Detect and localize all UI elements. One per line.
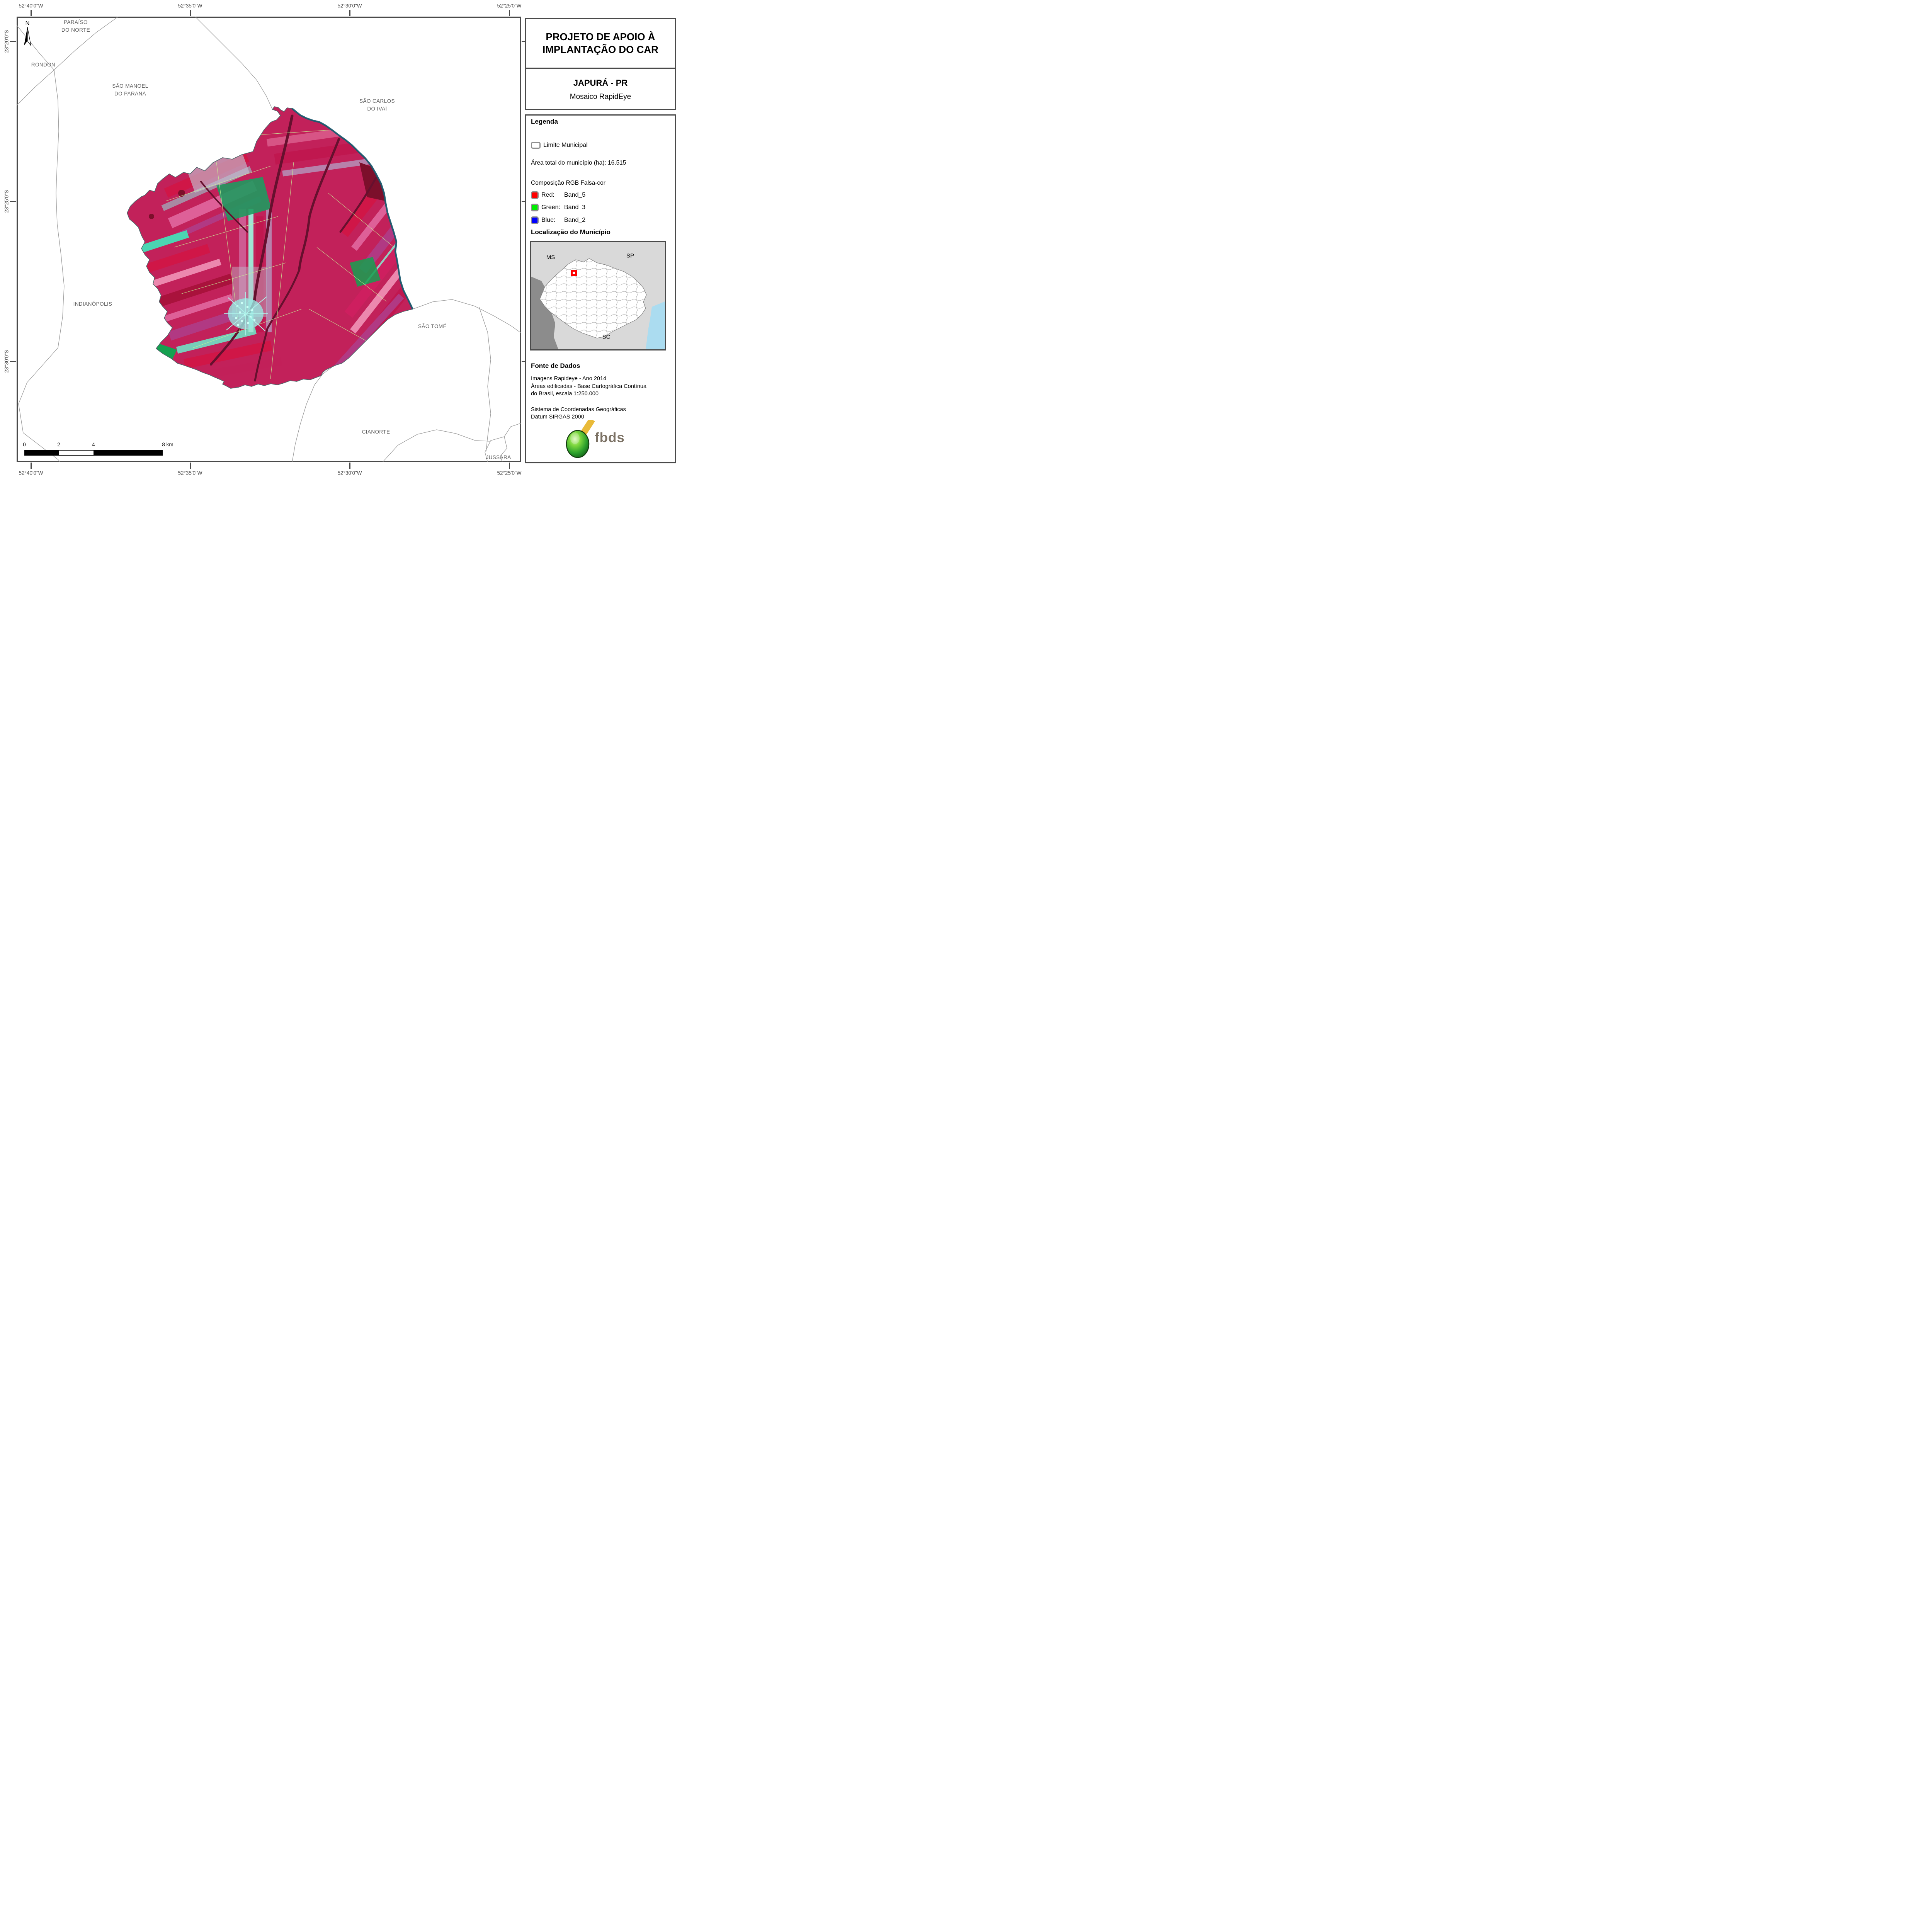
lat-label-3: 23°30'0"S	[3, 350, 10, 373]
fbds-logo-graphic	[566, 418, 595, 458]
scalebar-segment-1	[24, 450, 59, 456]
legend-item-green-band: Green: Band_3	[531, 204, 585, 211]
legend-item-limite: Limite Municipal	[531, 142, 588, 149]
map-graphics	[17, 17, 521, 462]
scalebar-label-0: 0	[23, 442, 26, 447]
area-total-label: Área total do município (ha): 16.515	[531, 160, 626, 166]
project-title: PROJETO DE APOIO À IMPLANTAÇÃO DO CAR	[526, 19, 675, 69]
limite-municipal-swatch	[531, 142, 541, 149]
tick-top-2	[190, 10, 191, 16]
state-label-ms: MS	[546, 254, 555, 261]
lat-label-2: 23°25'0"S	[3, 190, 10, 213]
tick-left-3	[10, 361, 16, 362]
lat-label-1: 23°20'0"S	[3, 30, 10, 53]
logo-green-ball	[566, 430, 590, 458]
ocean-area	[646, 301, 665, 349]
map-layout-sheet: N 52°40'0"W 52°35'0"W 52°30'0"W 52°25'0"…	[0, 0, 678, 480]
urban-area	[224, 292, 268, 335]
legend-panel: Legenda Limite Municipal Área total do m…	[525, 114, 676, 463]
place-sao-tome: SÃO TOMÉ	[418, 323, 447, 329]
source-line-4: Sistema de Coordenadas Geográficas	[531, 407, 626, 413]
scalebar-segment-3	[94, 450, 163, 456]
paraguay-area	[531, 277, 558, 349]
tick-bottom-4	[509, 463, 510, 469]
north-label: N	[25, 20, 30, 27]
legend-item-red-band: Red: Band_5	[531, 191, 585, 199]
scalebar-label-2: 2	[57, 442, 60, 447]
composition-heading: Composição RGB Falsa-cor	[531, 180, 605, 186]
state-locator-map: MS SP SC	[530, 241, 666, 350]
lon-label-bottom-1: 52°40'0"W	[19, 470, 43, 476]
boundary-lines	[17, 17, 521, 462]
fbds-logo: fbds	[563, 418, 663, 463]
place-sao-manoel: SÃO MANOEL DO PARANÁ	[112, 83, 148, 97]
north-arrow-icon	[24, 27, 31, 46]
tick-left-1	[10, 41, 16, 42]
place-cianorte: CIANORTE	[362, 429, 390, 435]
lon-label-bottom-2: 52°35'0"W	[178, 470, 202, 476]
red-band-swatch	[531, 191, 539, 199]
place-rondon: RONDON	[31, 62, 56, 68]
river-boundary	[291, 108, 414, 310]
location-heading: Localização do Município	[531, 228, 611, 236]
lon-label-top-4: 52°25'0"W	[497, 3, 522, 9]
scalebar-segment-2	[59, 450, 94, 456]
tick-top-3	[349, 10, 350, 16]
tick-top-1	[31, 10, 32, 16]
lon-label-top-2: 52°35'0"W	[178, 3, 202, 9]
legend-item-blue-band: Blue: Band_2	[531, 216, 585, 224]
municipality-title: JAPURÁ - PR	[573, 78, 628, 88]
source-line-3: do Brasil, escala 1:250.000	[531, 391, 599, 397]
source-line-2: Áreas edificadas - Base Cartográfica Con…	[531, 383, 647, 390]
tick-left-2	[10, 201, 16, 202]
place-indianopolis: INDIANÓPOLIS	[73, 301, 112, 307]
rapideye-imagery	[127, 107, 413, 388]
mosaic-subtitle: Mosaico RapidEye	[570, 92, 631, 101]
source-line-1: Imagens Rapideye - Ano 2014	[531, 376, 607, 382]
source-line-5: Datum SIRGAS 2000	[531, 414, 584, 420]
tick-bottom-3	[349, 463, 350, 469]
place-paraiso-do-norte: PARAÍSO DO NORTE	[61, 19, 90, 33]
source-heading: Fonte de Dados	[531, 362, 580, 369]
lon-label-top-3: 52°30'0"W	[337, 3, 362, 9]
tick-bottom-2	[190, 463, 191, 469]
lon-label-top-1: 52°40'0"W	[19, 3, 43, 9]
tick-top-4	[509, 10, 510, 16]
place-jussara: JUSSARA	[486, 454, 511, 460]
blue-band-swatch	[531, 216, 539, 224]
tick-bottom-1	[31, 463, 32, 469]
state-label-sp: SP	[626, 252, 634, 259]
lon-label-bottom-4: 52°25'0"W	[497, 470, 522, 476]
green-band-swatch	[531, 204, 539, 211]
title-panel: PROJETO DE APOIO À IMPLANTAÇÃO DO CAR JA…	[525, 18, 676, 110]
lon-label-bottom-3: 52°30'0"W	[337, 470, 362, 476]
scalebar-label-8km: 8 km	[162, 442, 173, 447]
legend-heading: Legenda	[531, 118, 558, 125]
fbds-wordmark: fbds	[595, 430, 625, 445]
state-label-sc: SC	[602, 333, 611, 340]
scalebar-label-4: 4	[92, 442, 95, 447]
parana-state-map	[531, 242, 665, 349]
place-sao-carlos-do-ivai: SÃO CARLOS DO IVAÍ	[359, 98, 395, 112]
